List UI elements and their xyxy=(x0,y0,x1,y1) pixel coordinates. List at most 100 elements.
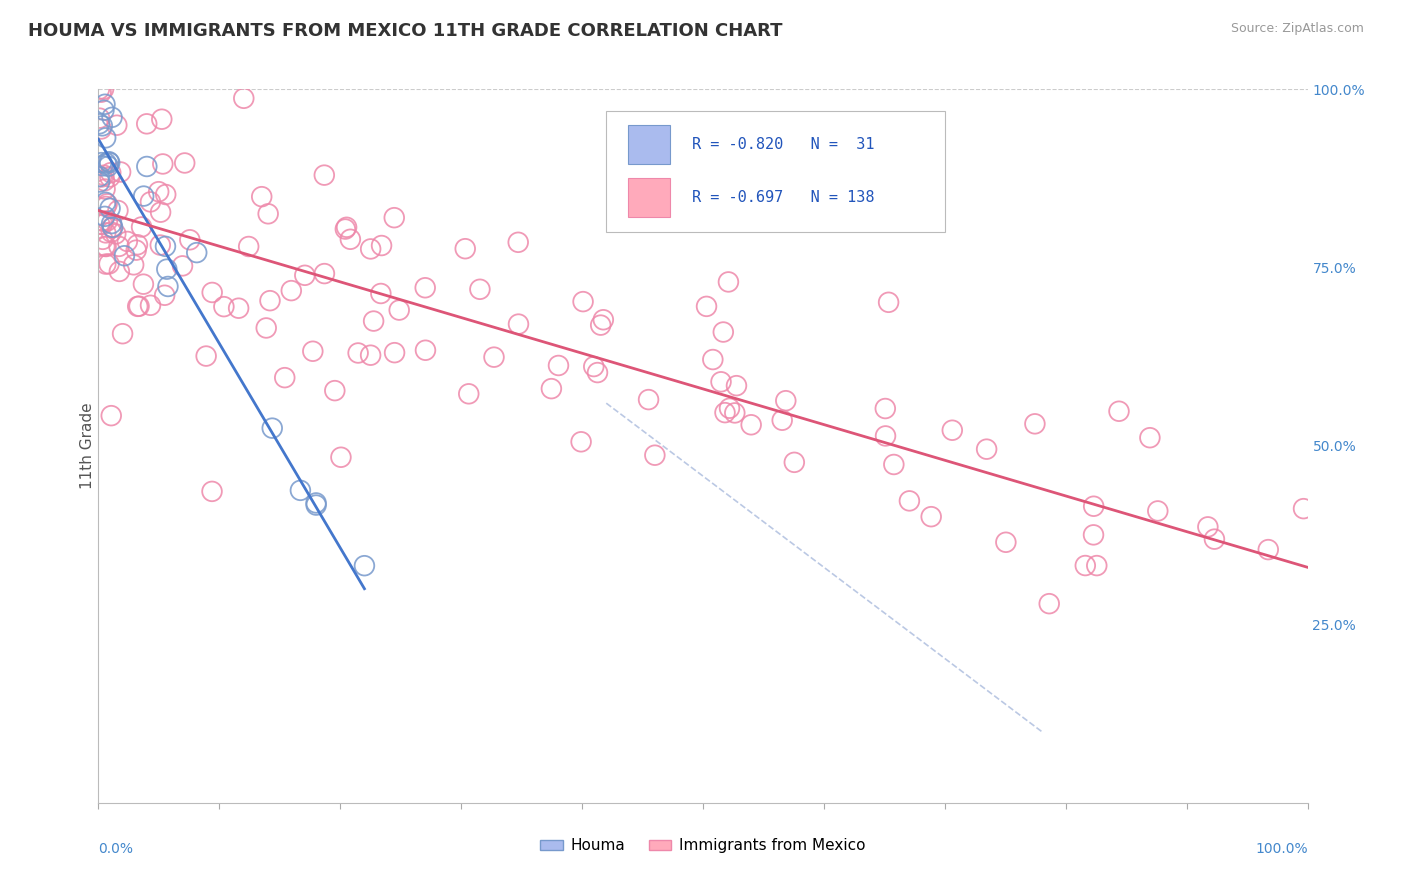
Point xyxy=(195,349,218,363)
Point xyxy=(482,350,505,364)
Point xyxy=(457,386,479,401)
Point xyxy=(714,406,737,420)
Point xyxy=(94,97,117,112)
Point xyxy=(173,156,195,170)
Point xyxy=(875,429,897,443)
Point xyxy=(589,318,612,332)
Text: 0.0%: 0.0% xyxy=(98,842,134,856)
Point xyxy=(93,82,115,96)
Point xyxy=(280,284,302,298)
Point xyxy=(98,155,121,169)
Point xyxy=(212,300,235,314)
Point xyxy=(96,156,118,170)
Point xyxy=(155,239,177,253)
Y-axis label: 11th Grade: 11th Grade xyxy=(80,402,94,490)
Point xyxy=(877,295,900,310)
Text: R = -0.820   N =  31: R = -0.820 N = 31 xyxy=(692,137,875,153)
Point xyxy=(718,401,741,416)
Point xyxy=(94,239,117,253)
Point xyxy=(468,282,491,296)
Point xyxy=(1257,542,1279,557)
Point xyxy=(454,242,477,256)
Point xyxy=(128,299,150,313)
Point xyxy=(770,413,793,427)
Point xyxy=(259,293,281,308)
Point xyxy=(547,359,569,373)
Point xyxy=(94,199,117,213)
Point xyxy=(305,496,328,510)
Point xyxy=(111,326,134,341)
Point xyxy=(1108,404,1130,418)
Point xyxy=(257,207,280,221)
Point xyxy=(127,299,149,313)
Point xyxy=(586,366,609,380)
Point xyxy=(1146,504,1168,518)
Point xyxy=(898,494,921,508)
Point xyxy=(149,205,172,219)
Point xyxy=(290,483,312,498)
Point xyxy=(875,401,897,416)
Point xyxy=(1024,417,1046,431)
Point xyxy=(105,118,128,132)
Point xyxy=(104,227,127,241)
Point xyxy=(100,225,122,239)
Point xyxy=(1038,597,1060,611)
Point xyxy=(149,238,172,252)
Legend: Houma, Immigrants from Mexico: Houma, Immigrants from Mexico xyxy=(534,832,872,859)
Point xyxy=(96,196,118,211)
Point xyxy=(228,301,250,316)
Point xyxy=(232,91,254,105)
Point xyxy=(91,214,114,228)
Point xyxy=(1085,558,1108,573)
Point xyxy=(89,217,111,231)
Point xyxy=(883,458,905,472)
Point xyxy=(644,448,666,462)
Point xyxy=(97,159,120,173)
Point xyxy=(122,258,145,272)
Point xyxy=(360,242,382,256)
Point xyxy=(201,484,224,499)
Text: Source: ZipAtlas.com: Source: ZipAtlas.com xyxy=(1230,22,1364,36)
Point xyxy=(139,194,162,209)
Point xyxy=(110,165,132,179)
Point xyxy=(152,157,174,171)
Point xyxy=(725,378,748,392)
Point xyxy=(262,421,284,435)
Point xyxy=(696,299,718,313)
Point xyxy=(101,220,124,235)
Point xyxy=(1139,431,1161,445)
Point xyxy=(540,382,562,396)
Point xyxy=(1083,500,1105,514)
Point xyxy=(592,312,614,326)
Point xyxy=(94,226,117,240)
Point xyxy=(150,112,173,127)
Point xyxy=(94,210,117,224)
Point xyxy=(100,409,122,423)
Bar xyxy=(628,125,671,164)
Point xyxy=(97,154,120,169)
Point xyxy=(329,450,352,465)
Point xyxy=(250,189,273,203)
Point xyxy=(127,237,149,252)
Point xyxy=(94,239,117,253)
Point xyxy=(117,235,139,249)
Point xyxy=(339,232,361,246)
Bar xyxy=(628,178,671,218)
Point xyxy=(107,203,129,218)
Point xyxy=(1204,532,1226,546)
Point xyxy=(114,249,136,263)
Point xyxy=(148,185,170,199)
Point xyxy=(91,119,114,133)
Point xyxy=(98,169,121,184)
Point xyxy=(90,169,112,184)
Point xyxy=(508,235,530,250)
Point xyxy=(775,393,797,408)
Point xyxy=(941,423,963,437)
Point xyxy=(153,288,176,302)
Point xyxy=(89,111,111,125)
Point xyxy=(135,117,157,131)
Text: HOUMA VS IMMIGRANTS FROM MEXICO 11TH GRADE CORRELATION CHART: HOUMA VS IMMIGRANTS FROM MEXICO 11TH GRA… xyxy=(28,22,783,40)
Point xyxy=(717,275,740,289)
Point xyxy=(388,303,411,318)
Point xyxy=(724,406,747,420)
